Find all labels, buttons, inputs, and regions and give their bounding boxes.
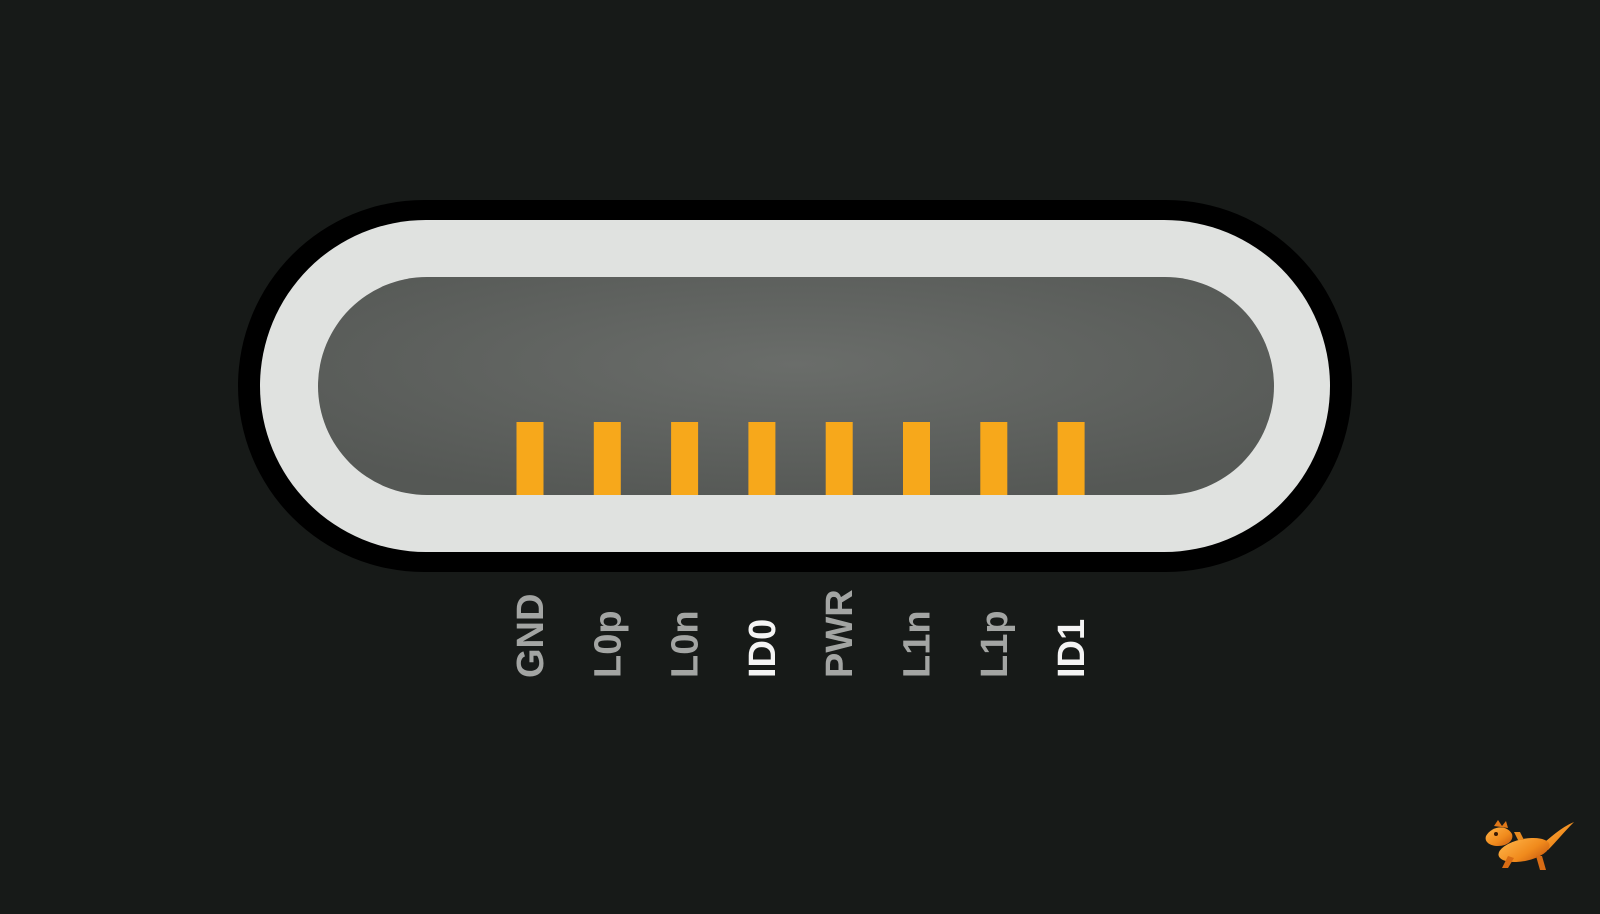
connector-cavity	[318, 277, 1274, 495]
pin-label-l0n: L0n	[665, 610, 707, 678]
pin-gnd	[516, 422, 544, 495]
pin-label-l1p: L1p	[974, 610, 1016, 678]
pin-pwr	[825, 422, 853, 495]
pin-l1n	[903, 422, 930, 495]
pin-id0	[748, 422, 776, 495]
pin-label-l0p: L0p	[587, 610, 629, 678]
pin-l0p	[593, 422, 621, 495]
pin-l0n	[671, 422, 699, 495]
pin-id1	[1057, 422, 1085, 495]
pin-label-pwr: PWR	[819, 589, 861, 678]
pins-group	[516, 422, 1085, 495]
pin-labels-group: GND L0p L0n ID0 PWR L1n L1p ID1	[510, 589, 1093, 678]
pin-label-gnd: GND	[510, 594, 552, 678]
pin-l1p	[980, 422, 1008, 495]
pin-label-id0: ID0	[742, 619, 784, 678]
lizard-icon	[1485, 820, 1574, 870]
pin-label-id1: ID1	[1051, 619, 1093, 678]
pin-label-l1n: L1n	[897, 610, 939, 678]
